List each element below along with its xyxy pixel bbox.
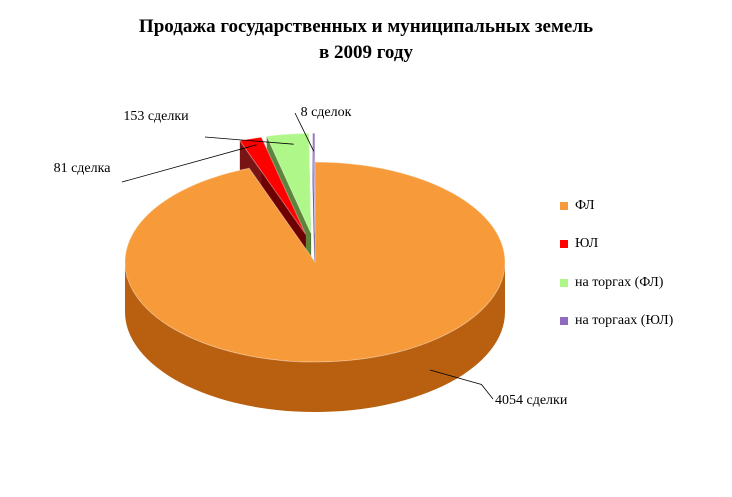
legend-label-auction-ul: на торгаах (ЮЛ) bbox=[575, 313, 674, 328]
pie-face-auction-ul-0 bbox=[312, 133, 315, 284]
leader-line-fl bbox=[429, 369, 494, 400]
pie-top-ul bbox=[238, 136, 307, 235]
pie-tops bbox=[124, 132, 506, 363]
legend-swatch-auction-ul bbox=[560, 317, 568, 325]
pie-side-fl bbox=[125, 262, 505, 412]
legend-item-fl: ФЛ bbox=[560, 196, 673, 215]
legend-item-auction-ul: на торгаах (ЮЛ) bbox=[560, 312, 673, 331]
data-label-auction-fl: 153 сделки bbox=[123, 109, 189, 124]
data-label-auction-ul: 8 сделок bbox=[301, 105, 352, 120]
legend-item-auction-fl: на торгах (ФЛ) bbox=[560, 273, 673, 292]
legend-label-ul: ЮЛ bbox=[575, 236, 599, 251]
pie-top-auction-fl bbox=[265, 132, 312, 234]
leader-line-auction-fl bbox=[204, 136, 294, 145]
data-labels: 4054 сделки 81 сделка 153 сделки 8 сделок bbox=[54, 105, 568, 408]
chart-legend: ФЛ ЮЛ на торгах (ФЛ) на торгаах (ЮЛ) bbox=[560, 196, 673, 350]
legend-label-auction-fl: на торгах (ФЛ) bbox=[575, 274, 664, 290]
chart-title: Продажа государственных и муниципальных … bbox=[0, 14, 732, 66]
pie-top-auction-ul bbox=[312, 132, 316, 234]
chart-title-line2: в 2009 году bbox=[319, 42, 413, 63]
chart-title-line1: Продажа государственных и муниципальных … bbox=[138, 16, 594, 37]
data-label-fl: 4054 сделки bbox=[495, 393, 568, 408]
legend-swatch-ul bbox=[560, 240, 568, 248]
pie-top-fl bbox=[124, 161, 506, 363]
legend-label-fl: ФЛ bbox=[575, 197, 595, 213]
legend-item-ul: ЮЛ bbox=[560, 235, 673, 254]
legend-swatch-fl bbox=[560, 201, 568, 210]
data-label-ul: 81 сделка bbox=[54, 161, 112, 176]
legend-swatch-auction-fl bbox=[560, 278, 568, 287]
leader-line-ul bbox=[121, 144, 257, 183]
pie-slice-auction-ul bbox=[312, 133, 315, 284]
leader-line-auction-ul bbox=[294, 112, 315, 152]
